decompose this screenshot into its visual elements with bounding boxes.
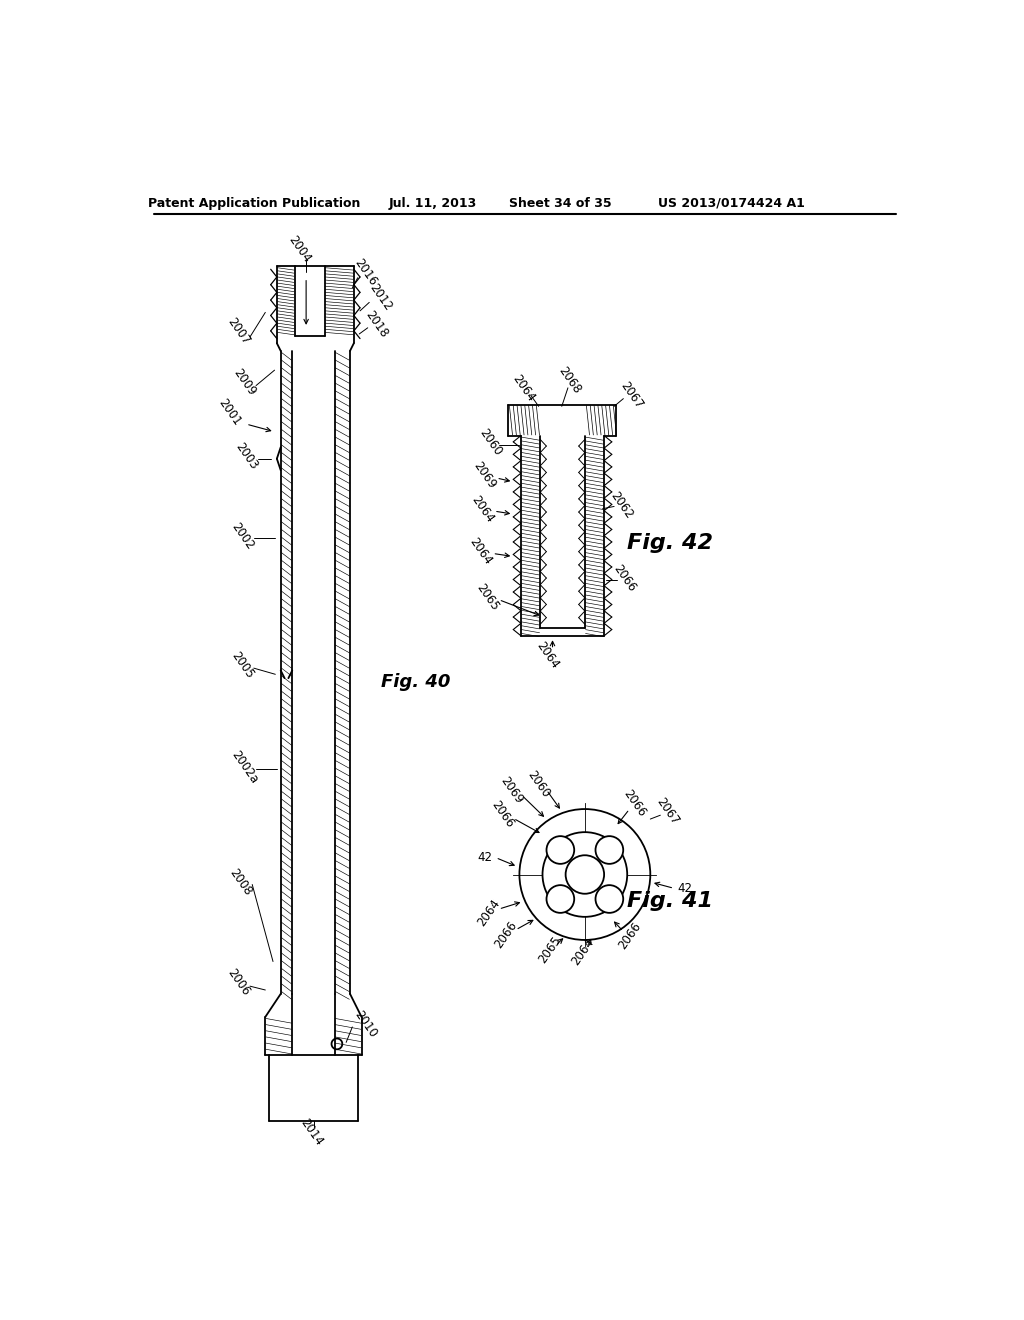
Text: 2012: 2012 xyxy=(367,281,394,313)
Text: Fig. 40: Fig. 40 xyxy=(381,673,451,690)
Circle shape xyxy=(596,836,624,863)
Text: Jul. 11, 2013: Jul. 11, 2013 xyxy=(389,197,477,210)
Text: 2018: 2018 xyxy=(364,308,391,339)
Text: 2008: 2008 xyxy=(227,866,255,898)
Text: Fig. 41: Fig. 41 xyxy=(627,891,713,911)
Text: 2065: 2065 xyxy=(473,581,501,614)
Text: 2016: 2016 xyxy=(351,256,379,288)
Circle shape xyxy=(547,836,574,863)
Text: 2064: 2064 xyxy=(509,372,538,404)
Text: 2065: 2065 xyxy=(537,935,564,966)
Text: US 2013/0174424 A1: US 2013/0174424 A1 xyxy=(657,197,805,210)
Text: 2064: 2064 xyxy=(467,535,495,568)
Circle shape xyxy=(519,809,650,940)
Circle shape xyxy=(547,886,574,913)
Text: Sheet 34 of 35: Sheet 34 of 35 xyxy=(509,197,611,210)
Text: 2002: 2002 xyxy=(228,520,256,552)
Text: 2064: 2064 xyxy=(534,639,562,671)
Text: 2003: 2003 xyxy=(232,441,260,473)
Text: 2067: 2067 xyxy=(654,796,682,828)
Text: 2010: 2010 xyxy=(351,1008,379,1040)
Text: 2004: 2004 xyxy=(286,234,313,265)
Text: 2014: 2014 xyxy=(298,1117,326,1148)
Text: 2064: 2064 xyxy=(569,936,597,968)
Text: Patent Application Publication: Patent Application Publication xyxy=(147,197,360,210)
Text: 2069: 2069 xyxy=(498,774,525,805)
Text: 2066: 2066 xyxy=(492,919,519,950)
Text: 2064: 2064 xyxy=(469,492,497,525)
Text: 2006: 2006 xyxy=(224,966,252,998)
Text: 2064: 2064 xyxy=(475,898,503,929)
Text: 2069: 2069 xyxy=(471,459,499,491)
Circle shape xyxy=(565,855,604,894)
Text: Fig. 42: Fig. 42 xyxy=(627,533,713,553)
Text: 42: 42 xyxy=(678,882,692,895)
Text: 2068: 2068 xyxy=(556,364,584,396)
Text: 2005: 2005 xyxy=(228,649,256,681)
Text: 2066: 2066 xyxy=(615,920,643,952)
Text: 2001: 2001 xyxy=(215,396,243,429)
Text: 2060: 2060 xyxy=(477,426,505,458)
Text: 42: 42 xyxy=(477,851,493,865)
Text: 2067: 2067 xyxy=(617,380,645,412)
Circle shape xyxy=(543,832,628,917)
Circle shape xyxy=(596,886,624,913)
Text: 2066: 2066 xyxy=(621,788,649,820)
Text: 2007: 2007 xyxy=(224,315,252,347)
Text: 2066: 2066 xyxy=(488,799,516,830)
Text: 2066: 2066 xyxy=(611,562,639,594)
Text: 2009: 2009 xyxy=(230,366,258,397)
Text: 2062: 2062 xyxy=(608,488,636,521)
Text: 2002a: 2002a xyxy=(228,748,260,785)
Text: 2060: 2060 xyxy=(525,768,553,800)
